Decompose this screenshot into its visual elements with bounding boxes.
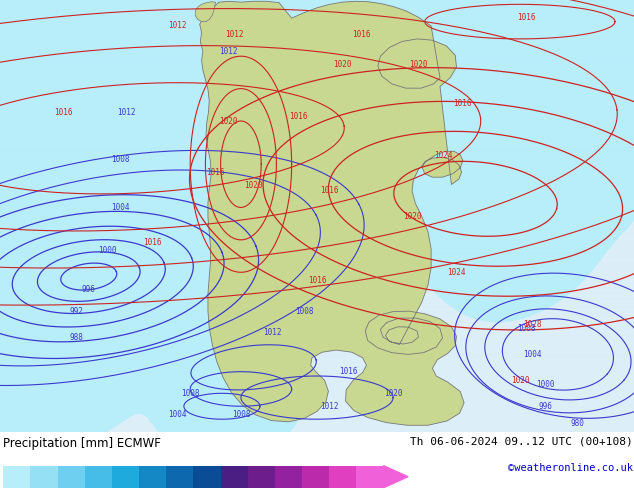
Text: 1000: 1000 — [98, 246, 117, 255]
Text: 1012: 1012 — [117, 108, 136, 117]
Text: 1016: 1016 — [517, 13, 536, 22]
Text: 1016: 1016 — [143, 238, 162, 246]
Bar — [85, 466, 112, 488]
Bar — [356, 466, 384, 488]
Bar — [58, 466, 85, 488]
Text: 1008: 1008 — [517, 324, 536, 333]
Polygon shape — [195, 2, 216, 22]
Text: 1008: 1008 — [181, 389, 200, 398]
Text: 1012: 1012 — [168, 22, 187, 30]
Text: 1016: 1016 — [54, 108, 73, 117]
Bar — [112, 466, 139, 488]
Text: 1012: 1012 — [225, 30, 244, 39]
Text: 1020: 1020 — [403, 212, 422, 220]
Text: 1016: 1016 — [453, 99, 472, 108]
Bar — [3, 466, 30, 488]
Text: 1016: 1016 — [339, 367, 358, 376]
Text: 1016: 1016 — [206, 169, 225, 177]
Text: 1020: 1020 — [510, 376, 529, 385]
Text: 1016: 1016 — [307, 276, 327, 285]
Text: 1016: 1016 — [352, 30, 371, 39]
Text: 1016: 1016 — [288, 112, 307, 121]
Text: 996: 996 — [82, 285, 96, 294]
Text: 1012: 1012 — [263, 328, 282, 337]
Bar — [139, 466, 166, 488]
Bar — [302, 466, 329, 488]
Text: 1020: 1020 — [409, 60, 428, 69]
Text: 1000: 1000 — [536, 380, 555, 389]
Text: 1004: 1004 — [111, 203, 130, 212]
Bar — [275, 466, 302, 488]
Text: 1012: 1012 — [219, 48, 238, 56]
Text: ©weatheronline.co.uk: ©weatheronline.co.uk — [508, 464, 633, 473]
Text: 1008: 1008 — [295, 307, 314, 316]
Text: 1028: 1028 — [523, 319, 542, 329]
Text: 1020: 1020 — [384, 389, 403, 398]
Text: 1008: 1008 — [111, 155, 130, 165]
Text: 1016: 1016 — [320, 186, 339, 195]
Text: 996: 996 — [538, 402, 552, 411]
Bar — [193, 466, 221, 488]
Text: 1004: 1004 — [168, 411, 187, 419]
Text: 1008: 1008 — [231, 411, 250, 419]
Text: 992: 992 — [69, 307, 83, 316]
Text: Th 06-06-2024 09..12 UTC (00+108): Th 06-06-2024 09..12 UTC (00+108) — [410, 437, 633, 447]
Text: 1020: 1020 — [219, 117, 238, 125]
Bar — [329, 466, 356, 488]
Text: Precipitation [mm] ECMWF: Precipitation [mm] ECMWF — [3, 437, 161, 450]
Bar — [30, 466, 58, 488]
Text: 1020: 1020 — [244, 181, 263, 190]
Text: 1024: 1024 — [434, 151, 453, 160]
Text: 980: 980 — [570, 419, 584, 428]
Text: 988: 988 — [69, 333, 83, 342]
Polygon shape — [200, 1, 464, 425]
Bar — [166, 466, 193, 488]
Bar — [248, 466, 275, 488]
Text: 1024: 1024 — [447, 268, 466, 277]
Text: 1004: 1004 — [523, 350, 542, 359]
Text: 1020: 1020 — [333, 60, 352, 69]
Text: 1012: 1012 — [320, 402, 339, 411]
Bar — [221, 466, 248, 488]
Polygon shape — [384, 466, 408, 488]
